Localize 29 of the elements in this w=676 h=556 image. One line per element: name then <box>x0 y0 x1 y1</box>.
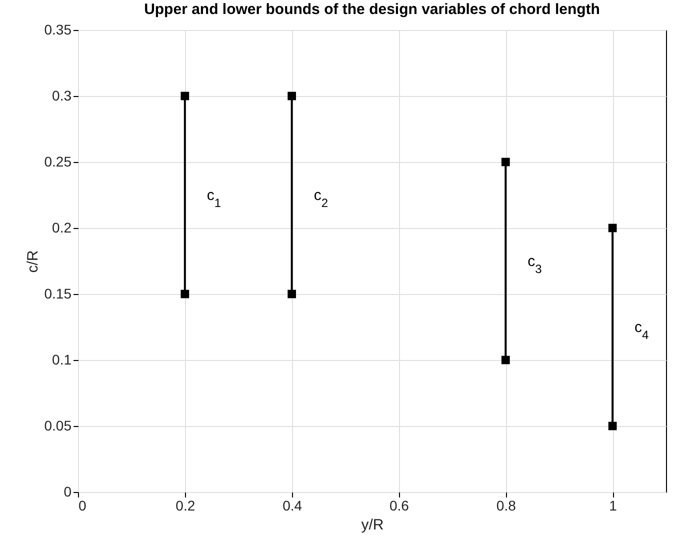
series-label: c$_{1}$ <box>206 187 222 210</box>
point <box>501 158 510 166</box>
point <box>288 290 296 298</box>
point <box>180 92 190 100</box>
x-tick-label: 0.6 <box>389 498 410 514</box>
y-tick-label: 0.35 <box>44 22 72 38</box>
x-tick-label: 0.2 <box>176 498 196 514</box>
y-tick-label: 0 <box>64 484 72 500</box>
series-label: c$_{2}$ <box>314 187 328 210</box>
series-label: c$_{3}$ <box>528 253 542 276</box>
chart-title: Upper and lower bounds of the design variables of chord length <box>144 1 600 18</box>
y-tick-label: 0.2 <box>52 220 72 236</box>
point <box>180 290 190 298</box>
point <box>501 356 510 364</box>
y-tick-label: 0.1 <box>52 352 72 368</box>
point <box>608 422 617 430</box>
x-tick-label: 1 <box>609 498 618 514</box>
y-tick-label: 0.3 <box>52 88 72 104</box>
x-axis-title: y/R <box>361 516 384 534</box>
x-tick-label: 0.4 <box>282 498 302 514</box>
y-axis-title: c/R <box>24 250 42 273</box>
x-tick-label: 0 <box>78 498 86 514</box>
y-tick-label: 0.15 <box>44 286 72 302</box>
series-label: c$_{4}$ <box>634 319 650 342</box>
y-tick-label: 0.25 <box>44 154 72 170</box>
point <box>288 92 296 100</box>
y-tick-label: 0.05 <box>44 418 72 434</box>
point <box>608 224 617 232</box>
x-tick-label: 0.8 <box>496 498 516 514</box>
